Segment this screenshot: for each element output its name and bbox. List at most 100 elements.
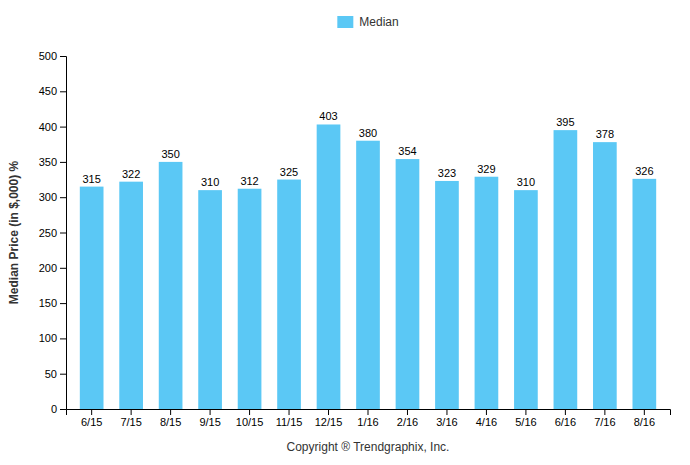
y-tick-mark (60, 303, 66, 304)
y-tick-label: 350 (39, 156, 57, 168)
bar (396, 159, 420, 409)
legend-item: Median (337, 15, 398, 29)
legend-swatch (337, 16, 353, 28)
data-label: 315 (82, 173, 100, 185)
bar (317, 124, 341, 409)
x-tick: 6/15 (81, 409, 102, 428)
data-label: 310 (517, 176, 535, 188)
x-tick: 3/16 (436, 409, 457, 428)
data-label: 323 (438, 167, 456, 179)
data-labels: 3153223503103123254033803543233293103953… (82, 110, 653, 188)
x-tick-label: 7/16 (594, 416, 615, 428)
y-tick-label: 0 (51, 403, 57, 415)
y-tick-label: 450 (39, 85, 57, 97)
x-tick-mark (91, 409, 92, 415)
y-tick-mark (60, 197, 66, 198)
x-tick: 5/16 (515, 409, 536, 428)
x-tick-mark (328, 409, 329, 415)
x-tick-mark (170, 409, 171, 415)
y-tick-mark (60, 233, 66, 234)
x-tick-mark (446, 409, 447, 415)
x-tick-mark (525, 409, 526, 415)
y-tick-label: 300 (39, 191, 57, 203)
x-tick-mark (368, 409, 369, 415)
y-tick: 50 (45, 368, 66, 380)
data-label: 350 (161, 148, 179, 160)
x-tick-label: 12/15 (315, 416, 343, 428)
y-axis-title: Median Price (in $,000) % (7, 160, 21, 304)
y-tick-label: 150 (39, 297, 57, 309)
x-axis-title: Copyright ® Trendgraphix, Inc. (287, 440, 450, 454)
x-tick-label: 5/16 (515, 416, 536, 428)
y-tick-mark (60, 409, 66, 410)
data-label: 380 (359, 127, 377, 139)
y-tick: 350 (39, 156, 66, 168)
y-tick-mark (60, 91, 66, 92)
plot: 3153223503103123254033803543233293103953… (39, 50, 671, 428)
bar (356, 141, 380, 409)
x-tick: 11/15 (276, 409, 303, 428)
bar (238, 189, 262, 409)
y-tick: 300 (39, 191, 66, 203)
data-label: 322 (122, 168, 140, 180)
data-label: 378 (596, 128, 614, 140)
data-label: 403 (319, 110, 337, 122)
bar (593, 142, 617, 409)
y-tick-label: 200 (39, 262, 57, 274)
x-tick: 8/16 (634, 409, 655, 428)
y-tick-label: 400 (39, 121, 57, 133)
bar (514, 190, 538, 409)
bar (475, 177, 499, 409)
y-tick-label: 500 (39, 50, 57, 62)
y-tick: 200 (39, 262, 66, 274)
y-tick: 150 (39, 297, 66, 309)
y-tick-mark (60, 56, 66, 57)
data-label: 326 (635, 165, 653, 177)
data-label: 312 (240, 175, 258, 187)
x-tick-mark (249, 409, 250, 415)
y-tick: 250 (39, 227, 66, 239)
x-tick-label: 10/15 (236, 416, 264, 428)
x-tick-label: 4/16 (476, 416, 497, 428)
y-tick-label: 100 (39, 332, 57, 344)
x-tick-label: 3/16 (436, 416, 457, 428)
legend: Median (337, 15, 398, 29)
bar (435, 181, 459, 409)
x-tick-label: 7/15 (120, 416, 141, 428)
x-tick-mark (131, 409, 132, 415)
x-tick-mark (407, 409, 408, 415)
y-tick: 100 (39, 332, 66, 344)
x-tick: 2/16 (397, 409, 418, 428)
y-tick-mark (60, 127, 66, 128)
bar (277, 180, 301, 409)
data-label: 395 (556, 116, 574, 128)
x-tick: 6/16 (555, 409, 576, 428)
bar (198, 190, 222, 409)
data-label: 310 (201, 176, 219, 188)
x-tick: 8/15 (160, 409, 181, 428)
x-tick-label: 6/16 (555, 416, 576, 428)
x-tick-label: 8/15 (160, 416, 181, 428)
x-tick: 12/15 (315, 409, 343, 428)
y-tick-mark (60, 268, 66, 269)
bar (554, 130, 578, 409)
y-tick: 400 (39, 121, 66, 133)
data-label: 325 (280, 166, 298, 178)
y-axis-line (60, 57, 67, 410)
x-tick-mark (486, 409, 487, 415)
x-tick-mark (644, 409, 645, 415)
y-tick: 500 (39, 50, 66, 62)
x-tick: 4/16 (476, 409, 497, 428)
x-tick: 7/16 (594, 409, 615, 428)
y-tick-mark (60, 374, 66, 375)
x-tick-mark (210, 409, 211, 415)
bars (80, 124, 656, 409)
y-tick-mark (60, 338, 66, 339)
x-tick-label: 2/16 (397, 416, 418, 428)
x-tick: 7/15 (120, 409, 141, 428)
x-tick-mark (565, 409, 566, 415)
data-label: 329 (477, 163, 495, 175)
x-tick-mark (604, 409, 605, 415)
bar (632, 179, 656, 409)
x-tick: 9/15 (199, 409, 220, 428)
